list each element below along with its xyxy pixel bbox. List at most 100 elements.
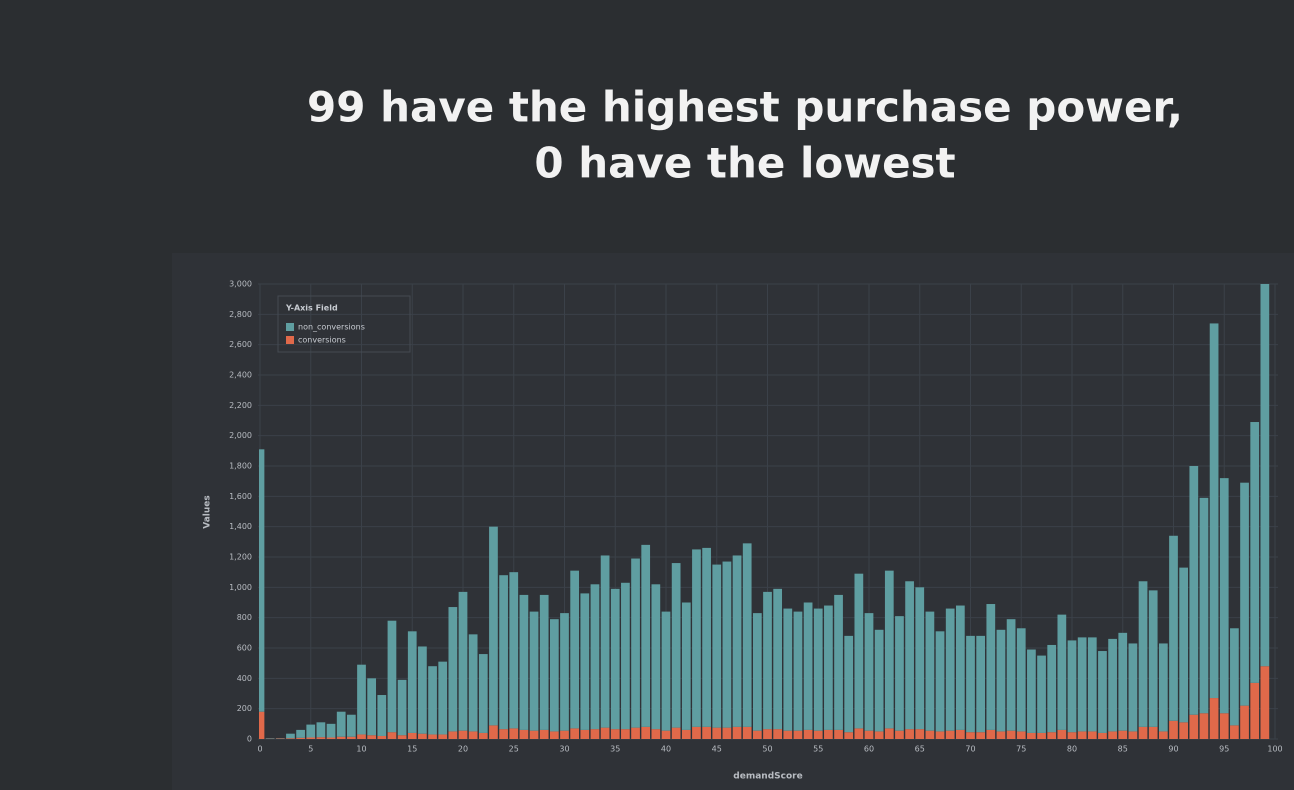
bar-segment: [895, 730, 904, 739]
bar-segment: [549, 619, 559, 732]
bar-segment: [702, 547, 711, 727]
bar-segment: [915, 729, 925, 739]
y-tick-label: 1,400: [229, 522, 252, 531]
bar-segment: [742, 543, 752, 727]
bar-segment: [296, 729, 305, 738]
bar-segment: [813, 608, 823, 731]
bar-segment: [732, 726, 742, 739]
bar-segment: [438, 661, 448, 735]
bar-segment: [976, 635, 986, 733]
bars: [259, 284, 1270, 739]
bar-segment: [580, 593, 590, 730]
title-line: 99 have the highest purchase power,: [307, 83, 1183, 132]
bar-segment: [1128, 731, 1138, 739]
bar-segment: [1027, 649, 1036, 733]
bar-segment: [935, 731, 945, 739]
bar-segment: [935, 631, 945, 732]
bar-segment: [1260, 284, 1270, 667]
bar-segment: [1169, 720, 1178, 739]
bar-segment: [793, 611, 803, 731]
bar-segment: [844, 635, 854, 733]
bar-segment: [560, 730, 569, 739]
y-tick-label: 800: [237, 613, 252, 622]
bar-segment: [1057, 729, 1067, 739]
bar-segment: [864, 613, 874, 731]
bar-segment: [773, 729, 783, 739]
bar-segment: [763, 729, 772, 739]
bar-segment: [874, 731, 884, 739]
bar-segment: [671, 727, 681, 739]
bar-segment: [834, 729, 843, 739]
bar-segment: [489, 526, 498, 726]
bar-segment: [915, 587, 925, 730]
x-tick-label: 65: [915, 745, 925, 754]
x-axis-label: demandScore: [733, 772, 802, 782]
bar-segment: [1087, 731, 1097, 739]
bar-segment: [1169, 535, 1178, 721]
bar-segment: [549, 731, 559, 739]
bar-segment: [1108, 638, 1117, 732]
bar-segment: [590, 729, 600, 739]
title-line: 0 have the lowest: [534, 139, 955, 188]
bar-segment: [1158, 731, 1168, 739]
bar-segment: [1250, 422, 1260, 683]
bar-segment: [681, 602, 691, 730]
x-tick-label: 10: [356, 745, 366, 754]
bar-segment: [418, 733, 427, 739]
legend-label: non_conversions: [298, 323, 365, 332]
x-tick-label: 60: [864, 745, 874, 754]
bar-segment: [844, 732, 854, 739]
bar-segment: [651, 729, 661, 739]
bar-segment: [966, 732, 975, 739]
bar-segment: [1006, 619, 1016, 731]
bar-segment: [631, 727, 640, 739]
bar-segment: [259, 711, 265, 739]
bar-segment: [1230, 628, 1239, 726]
bar-segment: [1219, 478, 1229, 714]
bar-segment: [377, 735, 387, 739]
bar-segment: [1077, 637, 1087, 732]
bar-segment: [346, 714, 356, 737]
x-tick-label: 70: [965, 745, 975, 754]
y-tick-label: 200: [237, 704, 252, 713]
bar-segment: [336, 736, 346, 739]
x-tick-label: 5: [308, 745, 313, 754]
bar-segment: [884, 570, 894, 729]
bar-segment: [621, 582, 630, 730]
legend-swatch: [286, 323, 294, 331]
bar-segment: [702, 726, 711, 739]
bar-segment: [1250, 682, 1260, 739]
bar-segment: [1209, 323, 1219, 699]
bar-segment: [712, 564, 722, 728]
bar-segment: [1219, 713, 1229, 739]
bar-segment: [387, 732, 397, 739]
bar-segment: [529, 611, 539, 731]
bar-segment: [428, 666, 437, 735]
y-tick-label: 1,200: [229, 553, 252, 562]
y-tick-label: 2,000: [229, 431, 252, 440]
bar-segment: [438, 734, 448, 739]
bar-segment: [1179, 722, 1189, 739]
bar-segment: [1077, 731, 1087, 739]
x-tick-label: 50: [762, 745, 772, 754]
bar-segment: [1118, 730, 1128, 739]
x-tick-label: 15: [407, 745, 417, 754]
bar-segment: [1158, 643, 1168, 732]
bar-segment: [976, 732, 986, 739]
x-tick-label: 80: [1067, 745, 1077, 754]
bar-segment: [1199, 497, 1209, 714]
bar-segment: [1108, 731, 1117, 739]
bar-segment: [1027, 732, 1036, 739]
bar-segment: [316, 722, 326, 738]
legend-title: Y-Axis Field: [285, 304, 338, 313]
bar-segment: [397, 679, 407, 736]
bar-segment: [377, 695, 387, 736]
bar-segment: [864, 730, 874, 739]
bar-segment: [925, 730, 935, 739]
bar-segment: [692, 549, 701, 727]
bar-segment: [1148, 590, 1158, 727]
y-tick-label: 2,400: [229, 371, 252, 380]
bar-segment: [600, 727, 610, 739]
bar-segment: [803, 602, 813, 730]
